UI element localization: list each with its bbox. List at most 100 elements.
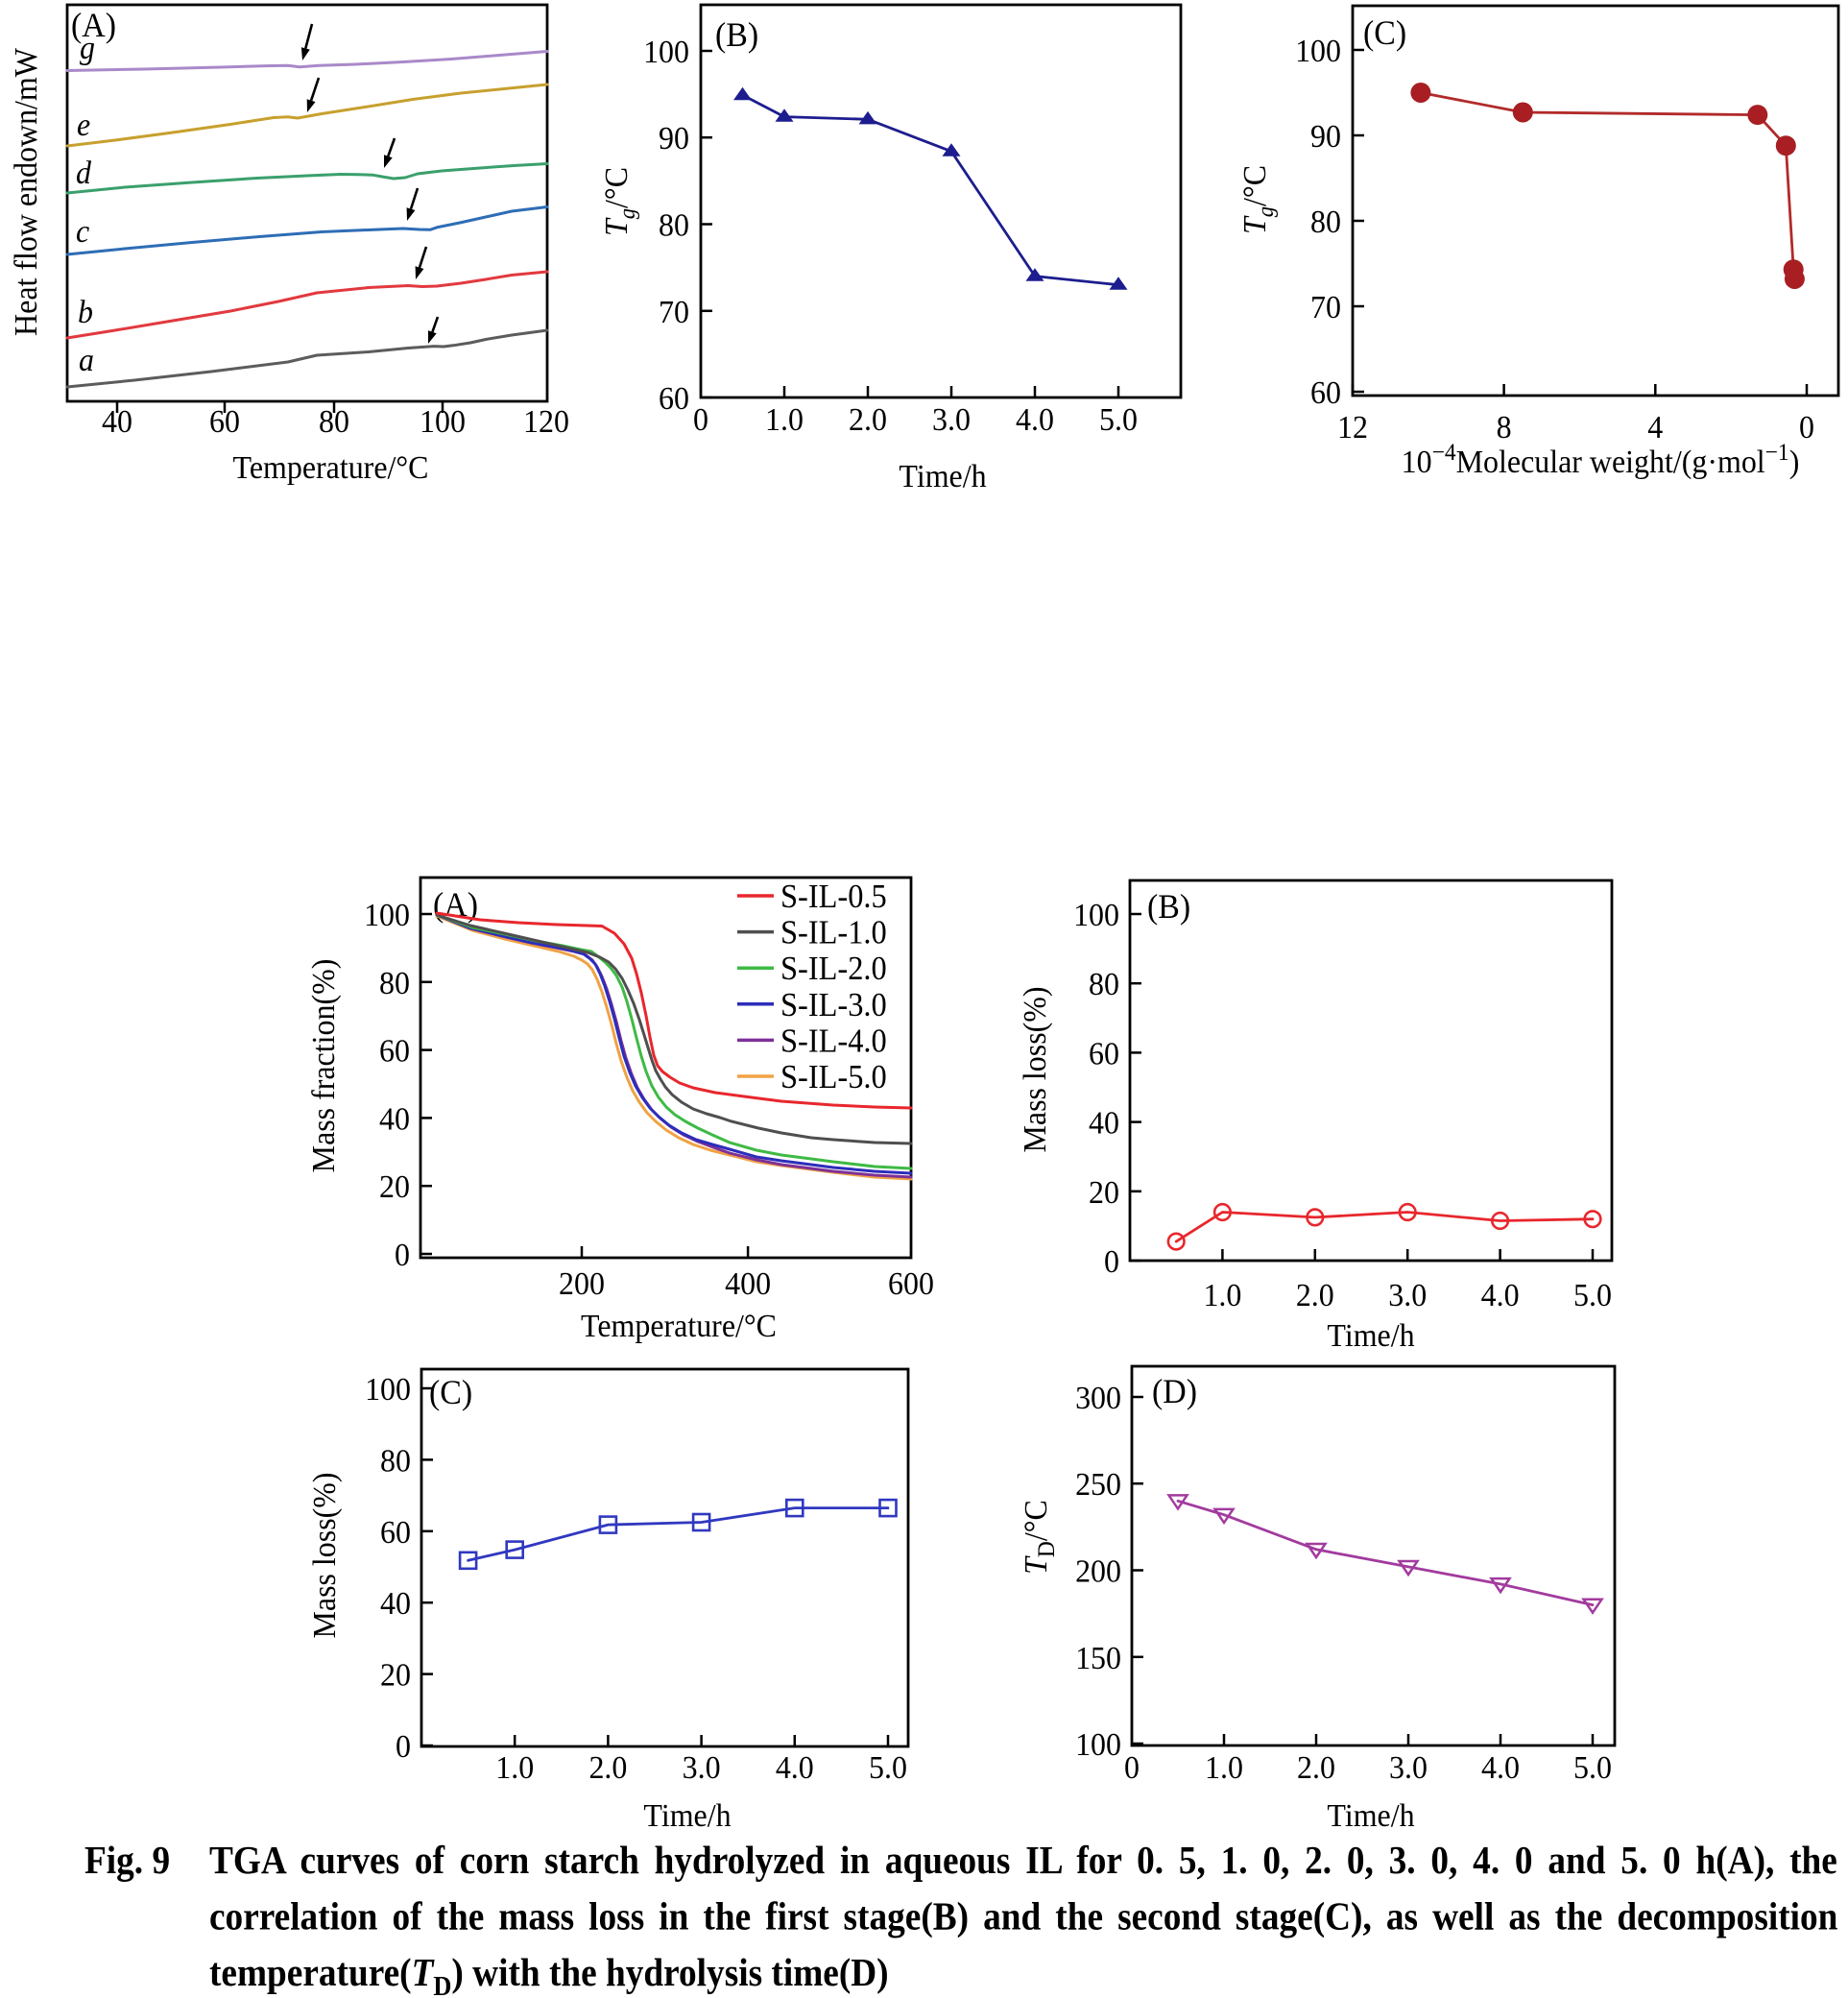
- svg-text:4.0: 4.0: [1481, 1750, 1520, 1786]
- svg-text:e: e: [77, 108, 90, 143]
- svg-text:100: 100: [643, 35, 689, 70]
- svg-text:5.0: 5.0: [1573, 1278, 1612, 1313]
- svg-text:Tg/°C: Tg/°C: [599, 167, 640, 236]
- svg-text:1.0: 1.0: [1203, 1278, 1241, 1313]
- svg-text:3.0: 3.0: [683, 1750, 721, 1786]
- svg-text:TGA curves of corn starch hydr: TGA curves of corn starch hydrolyzed in …: [209, 1839, 1837, 1882]
- svg-text:2.0: 2.0: [849, 402, 887, 438]
- svg-text:Tg/°C: Tg/°C: [1237, 165, 1279, 234]
- svg-text:0: 0: [1124, 1750, 1140, 1786]
- svg-text:3.0: 3.0: [932, 402, 971, 438]
- svg-text:60: 60: [380, 1515, 411, 1551]
- svg-text:S-IL-3.0: S-IL-3.0: [780, 987, 887, 1023]
- svg-text:8: 8: [1497, 410, 1512, 445]
- svg-text:S-IL-0.5: S-IL-0.5: [780, 879, 887, 915]
- svg-text:Mass loss(%): Mass loss(%): [1018, 986, 1053, 1152]
- svg-text:5.0: 5.0: [869, 1750, 907, 1786]
- svg-text:10−4Molecular weight/(g·mol−1): 10−4Molecular weight/(g·mol−1): [1402, 439, 1800, 480]
- svg-text:0: 0: [396, 1729, 411, 1765]
- svg-text:2.0: 2.0: [1297, 1750, 1335, 1786]
- svg-text:80: 80: [319, 404, 349, 440]
- svg-text:Fig. 9: Fig. 9: [84, 1839, 170, 1882]
- svg-text:100: 100: [1075, 1727, 1121, 1763]
- svg-text:400: 400: [725, 1266, 771, 1302]
- svg-text:5.0: 5.0: [1099, 402, 1138, 438]
- svg-text:g: g: [80, 31, 95, 66]
- svg-text:4.0: 4.0: [1481, 1278, 1520, 1313]
- svg-text:300: 300: [1075, 1381, 1121, 1416]
- svg-text:correlation of the mass loss i: correlation of the mass loss in the firs…: [209, 1895, 1838, 1938]
- svg-text:S-IL-1.0: S-IL-1.0: [780, 915, 887, 951]
- svg-text:70: 70: [1310, 290, 1341, 325]
- svg-text:TD/°C: TD/°C: [1019, 1500, 1060, 1575]
- svg-text:60: 60: [379, 1034, 410, 1070]
- svg-text:80: 80: [379, 966, 410, 1001]
- svg-text:20: 20: [380, 1658, 411, 1694]
- svg-text:150: 150: [1075, 1641, 1121, 1676]
- svg-text:Temperature/°C: Temperature/°C: [233, 450, 429, 486]
- svg-text:40: 40: [379, 1102, 410, 1138]
- svg-text:temperature(TD) with the hydro: temperature(TD) with the hydrolysis time…: [209, 1951, 889, 1998]
- svg-text:Time/h: Time/h: [899, 459, 987, 494]
- svg-text:1.0: 1.0: [765, 402, 804, 438]
- svg-text:0: 0: [395, 1238, 410, 1273]
- svg-text:S-IL-2.0: S-IL-2.0: [780, 951, 887, 987]
- svg-text:40: 40: [1089, 1106, 1119, 1142]
- svg-text:1.0: 1.0: [495, 1750, 534, 1786]
- svg-text:60: 60: [1089, 1037, 1119, 1072]
- svg-text:4: 4: [1647, 410, 1663, 445]
- svg-text:(A): (A): [71, 6, 116, 44]
- svg-text:3.0: 3.0: [1388, 1278, 1427, 1313]
- svg-text:4.0: 4.0: [776, 1750, 814, 1786]
- svg-text:a: a: [79, 343, 94, 378]
- svg-text:40: 40: [102, 404, 132, 440]
- svg-text:90: 90: [659, 121, 689, 156]
- svg-text:(B): (B): [1147, 887, 1190, 926]
- svg-text:80: 80: [1089, 967, 1119, 1002]
- svg-text:3.0: 3.0: [1389, 1750, 1428, 1786]
- svg-text:Mass loss(%): Mass loss(%): [307, 1472, 343, 1638]
- svg-text:60: 60: [1310, 375, 1341, 411]
- svg-text:100: 100: [420, 404, 466, 440]
- svg-text:100: 100: [364, 898, 410, 933]
- svg-text:70: 70: [659, 295, 689, 330]
- svg-text:Time/h: Time/h: [1327, 1798, 1415, 1834]
- svg-text:80: 80: [1310, 205, 1341, 240]
- svg-text:100: 100: [1073, 898, 1119, 933]
- svg-text:2.0: 2.0: [588, 1750, 627, 1786]
- svg-text:Time/h: Time/h: [1327, 1318, 1415, 1354]
- svg-text:0: 0: [1799, 410, 1814, 445]
- svg-text:1.0: 1.0: [1205, 1750, 1243, 1786]
- svg-text:Mass fraction(%): Mass fraction(%): [306, 959, 342, 1173]
- svg-text:0: 0: [693, 402, 708, 438]
- svg-text:120: 120: [523, 404, 569, 440]
- svg-text:600: 600: [888, 1266, 934, 1302]
- svg-text:80: 80: [659, 208, 689, 244]
- svg-text:0: 0: [1104, 1244, 1119, 1280]
- svg-text:(C): (C): [1363, 13, 1406, 52]
- svg-text:2.0: 2.0: [1296, 1278, 1334, 1313]
- svg-text:Temperature/°C: Temperature/°C: [581, 1309, 777, 1344]
- svg-text:S-IL-4.0: S-IL-4.0: [780, 1023, 887, 1060]
- svg-text:40: 40: [380, 1586, 411, 1622]
- svg-text:(C): (C): [429, 1373, 472, 1411]
- svg-text:Time/h: Time/h: [643, 1798, 732, 1834]
- svg-text:100: 100: [365, 1372, 411, 1408]
- svg-text:5.0: 5.0: [1573, 1750, 1612, 1786]
- svg-text:90: 90: [1310, 119, 1341, 155]
- svg-text:(D): (D): [1152, 1372, 1197, 1410]
- svg-text:200: 200: [1075, 1554, 1121, 1590]
- svg-text:d: d: [76, 156, 91, 191]
- svg-text:4.0: 4.0: [1016, 402, 1054, 438]
- svg-text:b: b: [78, 295, 93, 330]
- svg-text:Heat flow endown/mW: Heat flow endown/mW: [9, 47, 44, 336]
- svg-text:250: 250: [1075, 1467, 1121, 1503]
- svg-text:20: 20: [379, 1169, 410, 1205]
- svg-text:80: 80: [380, 1444, 411, 1480]
- svg-text:20: 20: [1089, 1175, 1119, 1211]
- svg-text:60: 60: [209, 404, 240, 440]
- svg-text:200: 200: [559, 1266, 605, 1302]
- svg-text:12: 12: [1337, 410, 1368, 445]
- svg-text:S-IL-5.0: S-IL-5.0: [780, 1059, 887, 1095]
- svg-text:c: c: [76, 214, 90, 250]
